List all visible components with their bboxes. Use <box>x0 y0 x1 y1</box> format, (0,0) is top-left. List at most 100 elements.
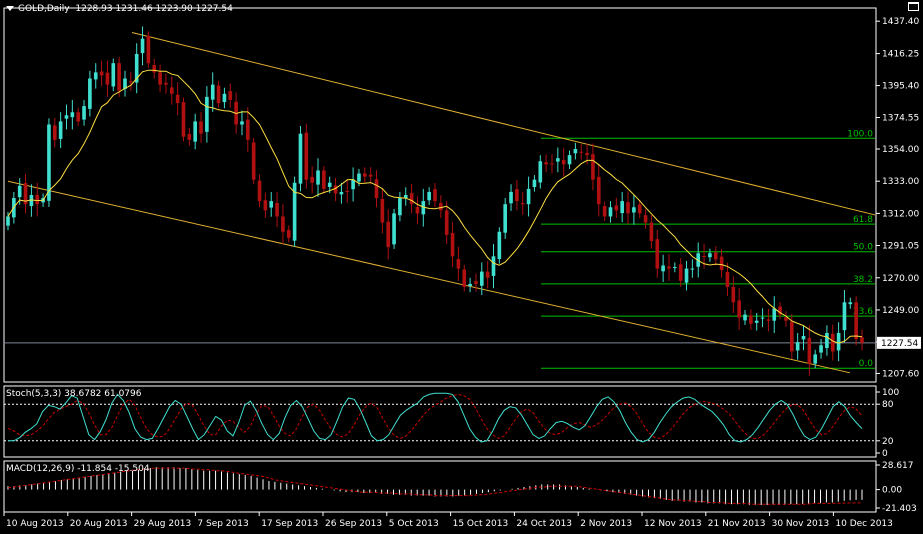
candle-body <box>702 256 706 258</box>
pane-frames <box>3 7 877 513</box>
channel-lower-line <box>7 180 851 374</box>
candle-body <box>550 163 554 165</box>
candle-body <box>801 336 806 340</box>
candle-body <box>526 188 531 205</box>
y-tick-label: 80 <box>882 400 894 410</box>
candle-body <box>246 119 250 140</box>
x-tick-label: 20 Aug 2013 <box>70 519 128 529</box>
stoch-label: Stoch(5,3,3) 38.6782 61.0796 <box>6 389 142 399</box>
candle-body <box>304 132 309 180</box>
candle-body <box>164 82 168 85</box>
x-tick-label: 12 Nov 2013 <box>644 519 702 529</box>
y-tick-label: 1374.55 <box>882 114 919 124</box>
candle-body <box>807 337 812 364</box>
candle-body <box>362 173 367 177</box>
candle-body <box>719 256 724 271</box>
maximize-icon[interactable] <box>908 2 919 11</box>
candle-body <box>427 191 431 201</box>
candle-body <box>52 125 57 140</box>
candle-body <box>731 286 736 303</box>
candle-body <box>368 174 373 177</box>
candle-body <box>23 183 28 205</box>
candle-body <box>819 345 823 353</box>
candle-body <box>450 233 455 257</box>
candle-body <box>327 182 332 188</box>
candle-body <box>187 133 192 140</box>
stoch-pane[interactable] <box>4 392 876 443</box>
candle-body <box>456 259 461 269</box>
candle-body <box>322 170 326 189</box>
candle-body <box>836 332 841 351</box>
candle-body <box>169 87 174 94</box>
candle-body <box>854 302 858 340</box>
macd-pane[interactable] <box>7 467 863 506</box>
candle-body <box>485 271 490 278</box>
x-tick-label: 24 Oct 2013 <box>516 519 572 529</box>
price-pane[interactable]: 100.0 61.8 50.0 38.2 23.6 0.0 <box>4 26 876 376</box>
candle-body <box>175 94 180 104</box>
candle-body <box>17 185 22 198</box>
candle-body <box>316 170 320 185</box>
y-tick-label: 1437.40 <box>882 17 919 27</box>
candle-body <box>620 201 624 214</box>
candle-body <box>240 121 244 125</box>
candle-body <box>643 215 648 223</box>
candle-body <box>64 115 69 119</box>
candle-body <box>76 112 81 122</box>
candle-body <box>848 302 853 305</box>
candle-body <box>784 317 788 321</box>
candle-body <box>667 266 671 269</box>
candle-body <box>520 202 525 205</box>
candle-body <box>415 206 420 214</box>
candle-body <box>596 176 601 205</box>
candle-body <box>88 78 92 109</box>
fib-label: 0.0 <box>859 359 874 369</box>
y-tick-label: 1333.00 <box>882 177 919 187</box>
candle-body <box>210 84 215 100</box>
candle-body <box>129 81 133 83</box>
candle-body <box>6 216 10 226</box>
candle-body <box>614 205 619 211</box>
x-tick-label: 5 Oct 2013 <box>389 519 439 529</box>
y-tick-label: 20 <box>882 437 894 447</box>
x-tick-label: 10 Dec 2013 <box>835 519 893 529</box>
candle-body <box>286 229 291 238</box>
candle-body <box>760 317 765 319</box>
candle-body <box>433 189 437 202</box>
y-tick-label: 1416.25 <box>882 50 919 60</box>
candle-body <box>556 158 560 162</box>
candle-body <box>123 78 127 89</box>
y-tick-label: 1207.60 <box>882 369 919 379</box>
y-tick-label: -21.403 <box>882 504 917 514</box>
chart-header: GOLD,Daily 1228.93 1231.46 1223.90 1227.… <box>6 4 233 14</box>
symbol-label: GOLD,Daily <box>18 4 70 14</box>
candle-body <box>263 200 268 211</box>
candle-body <box>778 306 782 315</box>
x-tick-label: 30 Nov 2013 <box>772 519 830 529</box>
candle-body <box>497 231 502 260</box>
candle-body <box>228 91 233 100</box>
stoch-main-line <box>8 392 863 443</box>
dropdown-icon[interactable] <box>6 6 14 11</box>
candle-body <box>515 189 519 202</box>
candle-body <box>439 202 443 211</box>
candle-body <box>860 337 864 343</box>
y-tick-label: 100 <box>882 388 899 398</box>
y-tick-label: 1291.05 <box>882 242 919 252</box>
candle-body <box>538 161 543 183</box>
candle-body <box>298 133 303 184</box>
candle-body <box>544 162 548 165</box>
candle-body <box>825 332 829 348</box>
candle-body <box>70 112 75 118</box>
candle-body <box>158 72 162 85</box>
candle-body <box>35 195 40 205</box>
candle-body <box>573 149 578 154</box>
candle-body <box>269 201 274 208</box>
candle-body <box>684 268 689 283</box>
y-tick-label: 1395.40 <box>882 82 919 92</box>
candle-body <box>649 222 654 241</box>
candle-body <box>257 180 262 202</box>
candle-body <box>789 321 794 352</box>
